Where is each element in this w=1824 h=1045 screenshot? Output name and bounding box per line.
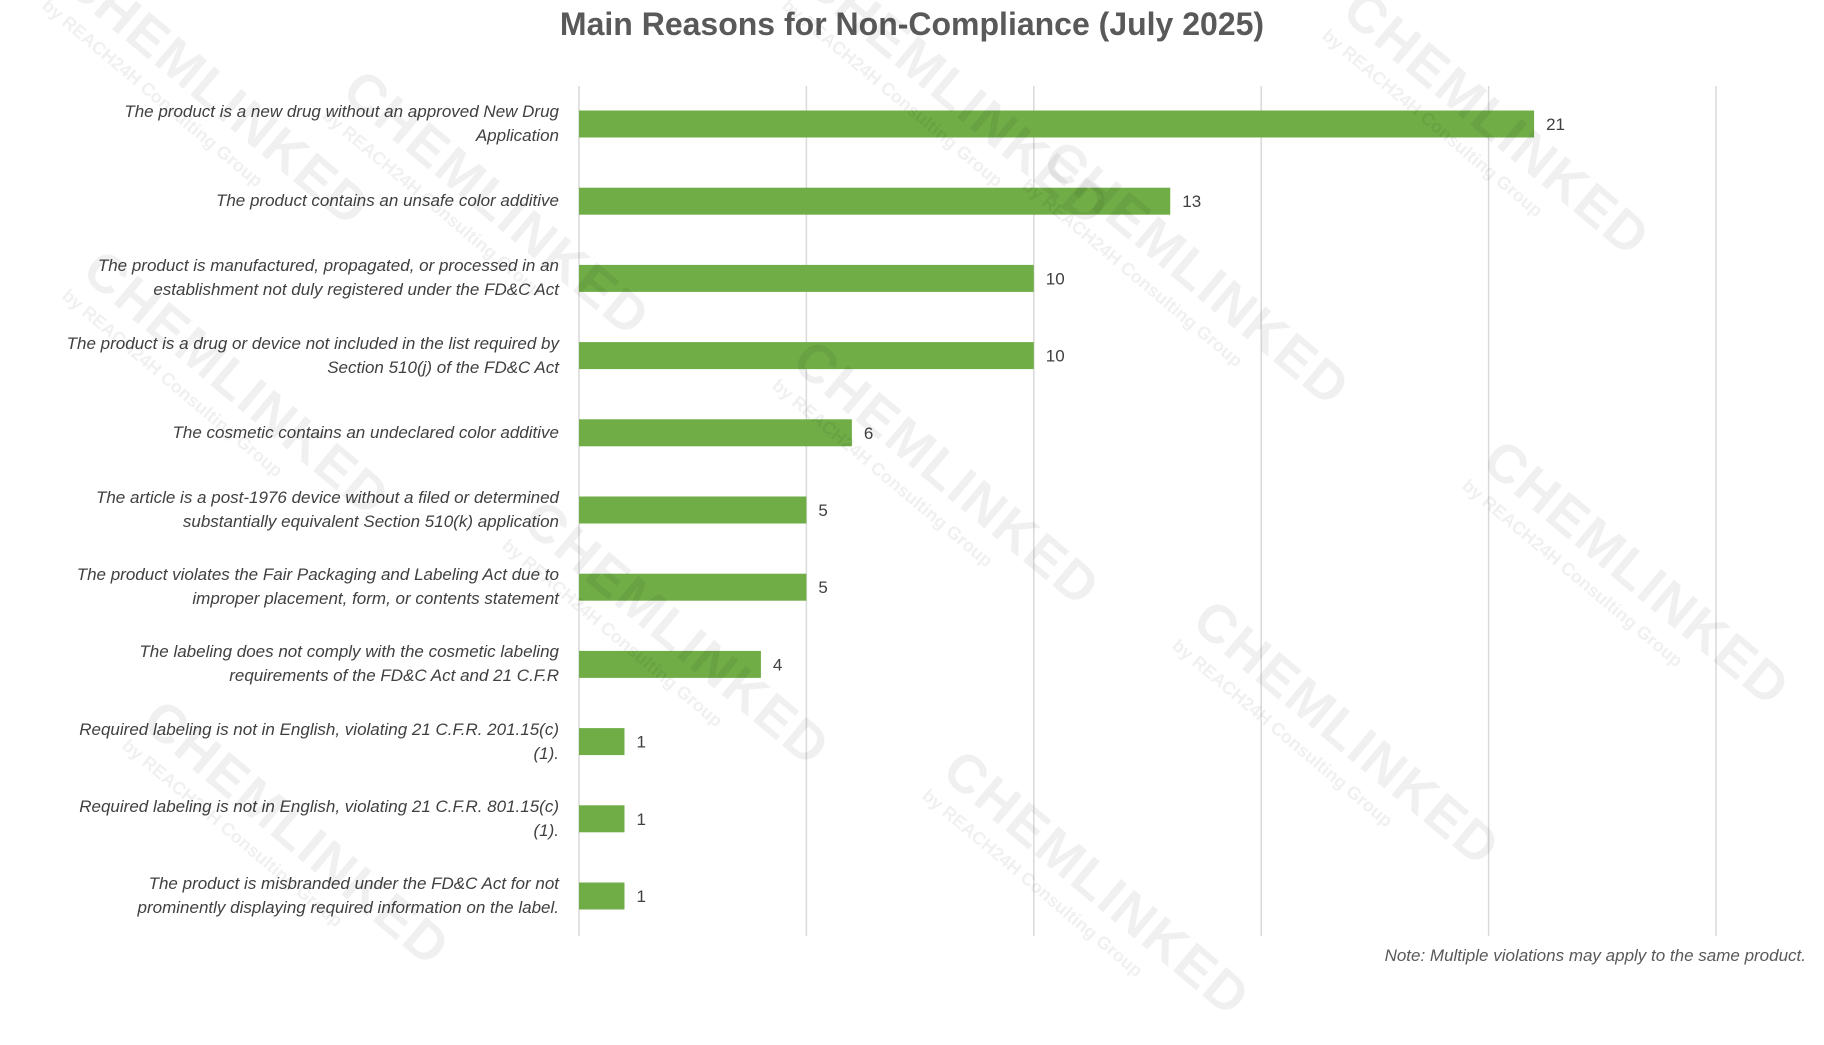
category-label: The product is a new drug without an app… [124, 102, 559, 145]
value-label: 1 [636, 733, 645, 752]
bar [579, 110, 1535, 138]
bar [579, 805, 625, 833]
value-label: 1 [636, 810, 645, 829]
bar [579, 728, 625, 756]
value-label: 4 [773, 655, 782, 674]
category-label: The product is misbranded under the FD&C… [137, 874, 559, 917]
bar [579, 496, 807, 524]
bar [579, 573, 807, 601]
bar [579, 419, 852, 447]
category-label: The article is a post-1976 device withou… [95, 488, 559, 531]
category-label: The cosmetic contains an undeclared colo… [172, 422, 560, 442]
value-label: 13 [1182, 192, 1201, 211]
category-label: The product contains an unsafe color add… [215, 191, 559, 211]
category-label: The product is a drug or device not incl… [66, 333, 559, 377]
value-label: 5 [818, 501, 827, 520]
value-label: 21 [1546, 115, 1565, 134]
bar [579, 342, 1034, 370]
value-label: 10 [1046, 269, 1065, 288]
category-label: The product violates the Fair Packaging … [76, 565, 559, 609]
note: Note: Multiple violations may apply to t… [1384, 946, 1806, 965]
value-label: 6 [864, 424, 873, 443]
category-label: Required labeling is not in English, vio… [79, 796, 559, 840]
plot: 21 13 10 10 6 5 5 4 1 1 1 [578, 86, 1717, 936]
value-label: 10 [1046, 347, 1065, 366]
value-label: 1 [636, 887, 645, 906]
bar [579, 264, 1034, 292]
bar [579, 187, 1171, 215]
category-label: The labeling does not comply with the co… [139, 642, 559, 686]
category-label: The product is manufactured, propagated,… [97, 256, 559, 300]
value-label: 5 [818, 578, 827, 597]
category-label: Required labeling is not in English, vio… [79, 719, 559, 763]
chart-title: Main Reasons for Non-Compliance (July 20… [559, 6, 1265, 42]
chart: Main Reasons for Non-Compliance (July 20… [38, 0, 1806, 1029]
bar [579, 650, 761, 678]
bar [579, 882, 625, 910]
